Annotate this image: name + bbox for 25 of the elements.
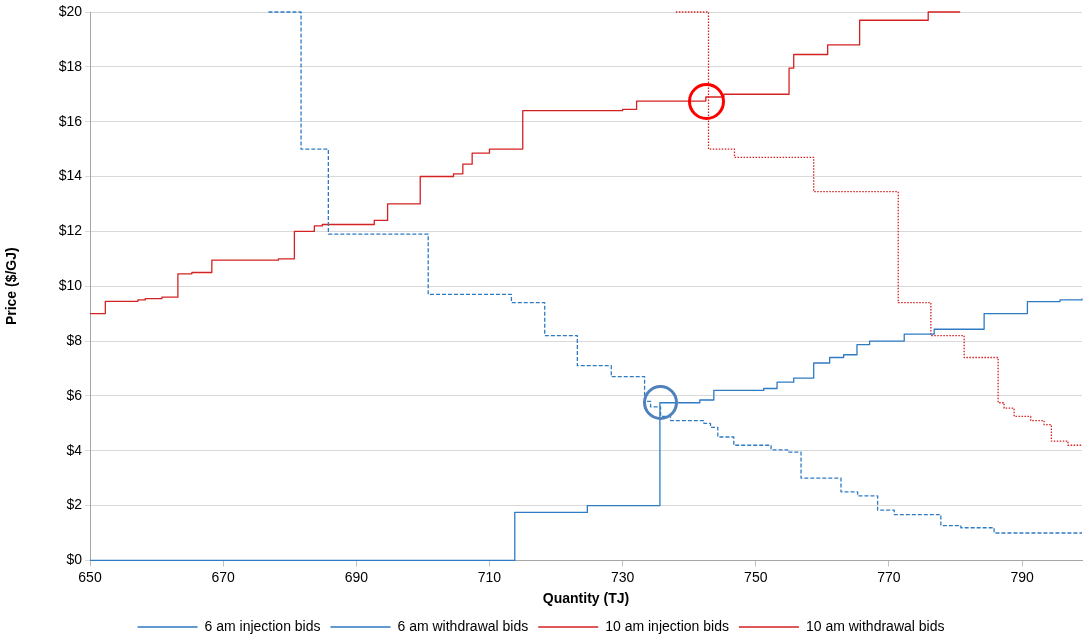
x-axis-title: Quantity (TJ) bbox=[542, 590, 630, 607]
y-tick-label: $16 bbox=[58, 112, 83, 129]
x-tick-label: 690 bbox=[344, 568, 369, 585]
legend-label: 10 am injection bids bbox=[605, 617, 729, 634]
y-tick-label: $10 bbox=[58, 277, 83, 294]
x-tick-label: 710 bbox=[477, 568, 502, 585]
y-tick-label: $2 bbox=[66, 496, 83, 513]
legend-label: 10 am withdrawal bids bbox=[805, 617, 945, 634]
x-tick-label: 750 bbox=[744, 568, 768, 585]
y-axis-title: Price ($/GJ) bbox=[3, 247, 20, 326]
y-tick-label: $8 bbox=[66, 331, 83, 348]
x-tick-label: 770 bbox=[877, 568, 901, 585]
y-tick-label: $18 bbox=[58, 57, 83, 74]
y-tick-label: $4 bbox=[66, 441, 83, 458]
x-tick-label: 730 bbox=[610, 568, 635, 585]
legend-label: 6 am withdrawal bids bbox=[397, 617, 529, 634]
x-tick-label: 790 bbox=[1010, 568, 1034, 585]
y-tick-label: $20 bbox=[58, 2, 83, 19]
x-tick-label: 650 bbox=[78, 568, 102, 585]
y-tick-label: $12 bbox=[58, 222, 83, 239]
y-tick-label: $6 bbox=[66, 386, 83, 403]
legend-label: 6 am injection bids bbox=[204, 617, 321, 634]
x-tick-label: 670 bbox=[211, 568, 236, 585]
y-tick-label: $14 bbox=[58, 167, 83, 184]
y-tick-label: $0 bbox=[66, 551, 83, 568]
